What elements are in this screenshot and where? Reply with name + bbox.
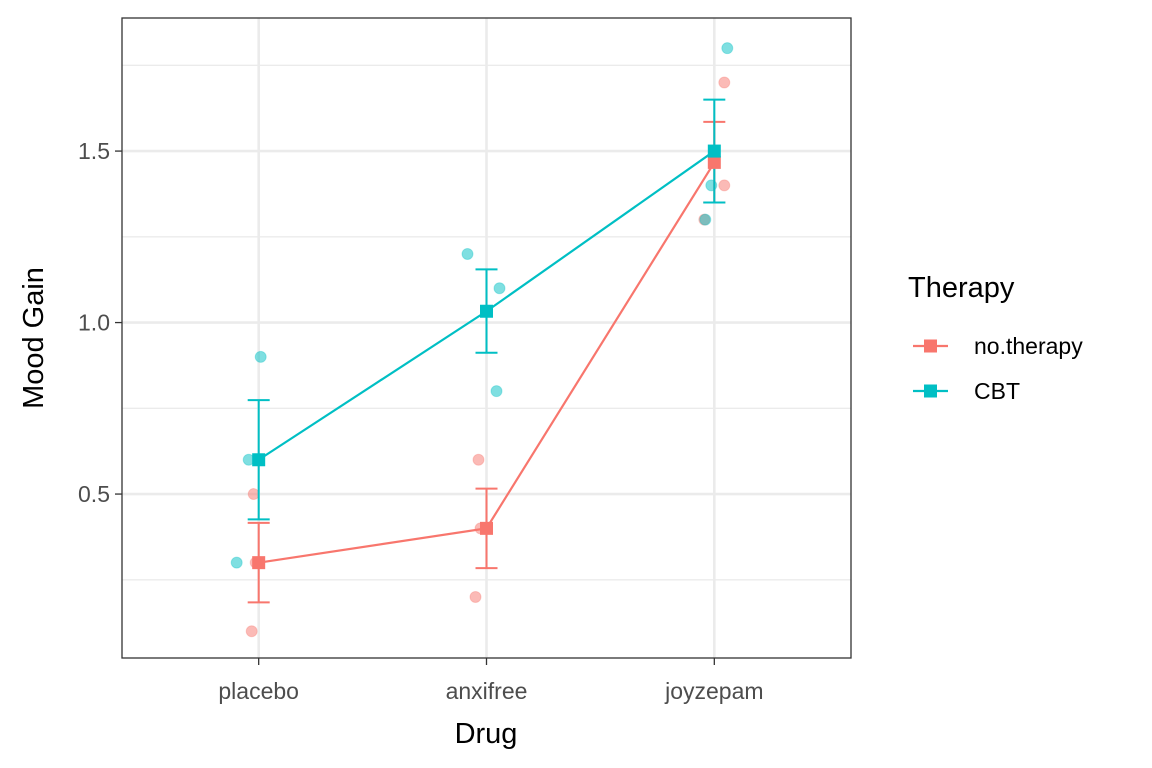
legend-item-no-therapy: no.therapy bbox=[913, 333, 1083, 359]
mean-point bbox=[480, 304, 493, 318]
raw-data-point bbox=[472, 453, 485, 466]
raw-data-point bbox=[469, 590, 482, 603]
raw-data-point bbox=[699, 213, 712, 226]
legend-title: Therapy bbox=[908, 272, 1015, 304]
raw-data-point bbox=[490, 385, 503, 398]
raw-data-point bbox=[718, 76, 731, 89]
legend: Therapy no.therapy CBT bbox=[908, 272, 1083, 404]
y-tick-label: 1.5 bbox=[78, 138, 110, 164]
mean-point bbox=[480, 521, 493, 535]
x-axis: placebo anxifree joyzepam bbox=[218, 658, 764, 704]
y-axis: 0.5 1.0 1.5 bbox=[78, 138, 122, 507]
x-tick-label: placebo bbox=[218, 678, 299, 704]
mean-point bbox=[252, 556, 266, 570]
mean-point bbox=[707, 155, 721, 169]
legend-label: CBT bbox=[974, 378, 1020, 404]
raw-data-point bbox=[718, 179, 731, 192]
legend-item-cbt: CBT bbox=[913, 378, 1020, 404]
legend-key-square bbox=[924, 339, 937, 353]
x-tick-label: anxifree bbox=[446, 678, 528, 704]
mean-point bbox=[252, 453, 266, 467]
raw-data-point bbox=[493, 282, 506, 295]
y-axis-title: Mood Gain bbox=[18, 267, 50, 409]
raw-data-point bbox=[247, 488, 260, 501]
mean-points-layer bbox=[252, 144, 721, 570]
x-tick-label: joyzepam bbox=[664, 678, 763, 704]
y-tick-label: 1.0 bbox=[78, 310, 110, 336]
legend-key-square bbox=[924, 384, 937, 398]
raw-data-point bbox=[254, 350, 267, 363]
raw-data-point bbox=[721, 42, 734, 55]
x-axis-title: Drug bbox=[455, 718, 518, 750]
raw-data-point bbox=[230, 556, 243, 569]
mean-point bbox=[707, 144, 721, 158]
raw-data-point bbox=[461, 247, 474, 260]
legend-label: no.therapy bbox=[974, 333, 1083, 359]
y-tick-label: 0.5 bbox=[78, 481, 110, 507]
raw-data-point bbox=[245, 625, 258, 638]
